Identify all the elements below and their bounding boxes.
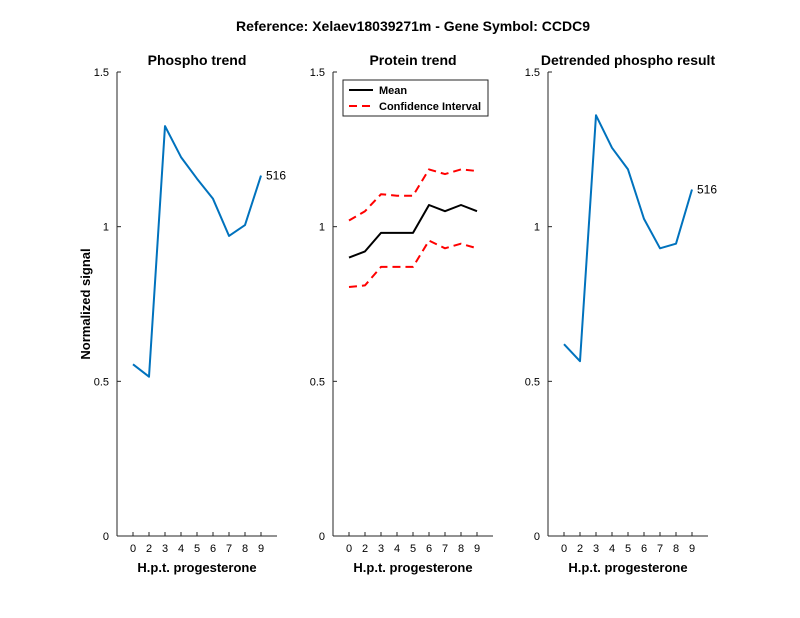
- x-tick-label: 3: [593, 543, 599, 555]
- x-tick-label: 3: [378, 543, 384, 555]
- x-tick-label: 7: [442, 543, 448, 555]
- chart-title: Protein trend: [369, 52, 456, 68]
- y-axis-label: Normalized signal: [78, 248, 93, 359]
- x-tick-label: 4: [394, 543, 400, 555]
- y-tick-label: 1: [103, 222, 109, 234]
- legend-label: Mean: [379, 85, 407, 97]
- y-tick-label: 0: [534, 531, 540, 543]
- point-annotation: 516: [266, 169, 286, 183]
- x-axis-label: H.p.t. progesterone: [353, 560, 472, 575]
- x-tick-label: 8: [673, 543, 679, 555]
- y-tick-label: 1: [319, 222, 325, 234]
- y-tick-label: 1.5: [310, 67, 325, 79]
- chart-title: Phospho trend: [148, 52, 247, 68]
- y-tick-label: 0.5: [94, 376, 109, 388]
- x-tick-label: 8: [458, 543, 464, 555]
- x-tick-label: 2: [362, 543, 368, 555]
- chart-title: Detrended phospho result: [541, 52, 716, 68]
- legend-box: [342, 79, 489, 117]
- x-tick-label: 2: [577, 543, 583, 555]
- x-tick-label: 2: [146, 543, 152, 555]
- y-tick-label: 1.5: [525, 67, 540, 79]
- x-tick-label: 5: [625, 543, 631, 555]
- series-line-2: [348, 168, 478, 222]
- y-tick-label: 1: [534, 222, 540, 234]
- y-tick-label: 0.5: [525, 376, 540, 388]
- x-tick-label: 0: [130, 543, 136, 555]
- x-tick-label: 5: [410, 543, 416, 555]
- series-line-1: [348, 204, 478, 259]
- x-tick-label: 0: [346, 543, 352, 555]
- point-annotation: 516: [697, 183, 717, 197]
- series-line-3: [348, 239, 478, 288]
- x-tick-label: 7: [226, 543, 232, 555]
- x-tick-label: 5: [194, 543, 200, 555]
- series-line-1: [132, 125, 262, 378]
- series-line-1: [563, 114, 693, 363]
- y-tick-label: 0: [319, 531, 325, 543]
- x-tick-label: 3: [162, 543, 168, 555]
- figure-title: Reference: Xelaev18039271m - Gene Symbol…: [236, 18, 590, 34]
- x-tick-label: 6: [210, 543, 216, 555]
- legend-label: Confidence Interval: [379, 101, 481, 113]
- x-axis-label: H.p.t. progesterone: [568, 560, 687, 575]
- y-tick-label: 0.5: [310, 376, 325, 388]
- x-tick-label: 4: [609, 543, 615, 555]
- y-tick-label: 0: [103, 531, 109, 543]
- x-tick-label: 9: [258, 543, 264, 555]
- y-tick-label: 1.5: [94, 67, 109, 79]
- x-tick-label: 0: [561, 543, 567, 555]
- x-tick-label: 6: [641, 543, 647, 555]
- x-tick-label: 7: [657, 543, 663, 555]
- x-tick-label: 6: [426, 543, 432, 555]
- x-tick-label: 4: [178, 543, 184, 555]
- x-tick-label: 8: [242, 543, 248, 555]
- x-tick-label: 9: [474, 543, 480, 555]
- x-axis-label: H.p.t. progesterone: [137, 560, 256, 575]
- x-tick-label: 9: [689, 543, 695, 555]
